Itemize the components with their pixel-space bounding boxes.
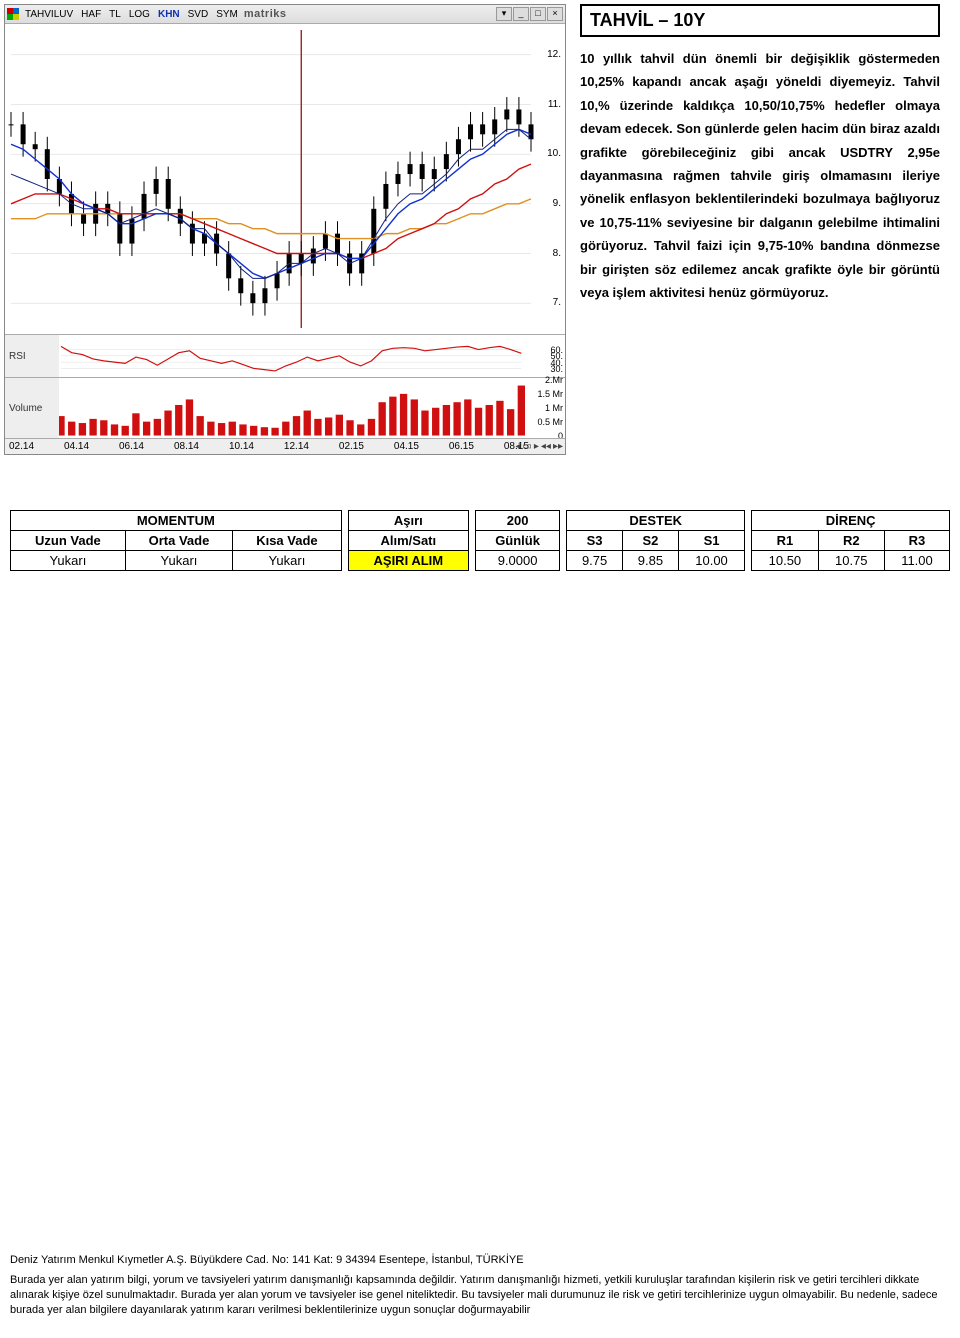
rsi-chart: 30.40.50.60.	[59, 335, 565, 377]
x-tick: 10.14	[229, 441, 254, 452]
rsi-y-labels: 30.40.50.60.	[523, 335, 563, 377]
td-kisa: Yukarı	[233, 551, 341, 571]
volume-chart: 2.Mr1.5 Mr1 Mr0.5 Mr0	[59, 378, 565, 438]
th-kisa: Kısa Vade	[233, 531, 341, 551]
th-direnc: DİRENÇ	[752, 511, 950, 531]
td-gunluk: 9.0000	[475, 551, 559, 571]
volume-row: Volume 2.Mr1.5 Mr1 Mr0.5 Mr0	[5, 377, 565, 438]
price-chart: 7.8.9.10.11.12.	[5, 24, 565, 334]
th-asiri: Aşırı	[348, 511, 468, 531]
tb-tahviluv[interactable]: TAHVILUV	[23, 9, 75, 20]
scroll-left-icon[interactable]: ◂	[515, 441, 520, 452]
analysis-title: TAHVİL – 10Y	[580, 4, 940, 37]
x-tick: 08.14	[174, 441, 199, 452]
x-tick: 12.14	[284, 441, 309, 452]
x-tick: 06.15	[449, 441, 474, 452]
td-r3: 11.00	[884, 551, 949, 571]
td-orta: Yukarı	[125, 551, 232, 571]
th-momentum: MOMENTUM	[11, 511, 342, 531]
th-destek: DESTEK	[567, 511, 745, 531]
th-r1: R1	[752, 531, 818, 551]
tb-log[interactable]: LOG	[127, 9, 152, 20]
td-s1: 10.00	[678, 551, 744, 571]
footer-disclaimer: Burada yer alan yatırım bilgi, yorum ve …	[10, 1273, 950, 1318]
x-tick: 02.15	[339, 441, 364, 452]
th-s1: S1	[678, 531, 744, 551]
th-r3: R3	[884, 531, 949, 551]
chart-body: 7.8.9.10.11.12. RSI 30.40.50.60. Volume …	[5, 24, 565, 454]
td-r2: 10.75	[818, 551, 884, 571]
chart-titlebar: TAHVILUV HAF TL LOG KHN SVD SYM matriks …	[5, 5, 565, 24]
analysis-body: 10 yıllık tahvil dün önemli bir değişikl…	[580, 47, 940, 304]
rsi-label: RSI	[5, 351, 59, 362]
td-asiri: AŞIRI ALIM	[348, 551, 468, 571]
analysis-block: TAHVİL – 10Y 10 yıllık tahvil dün önemli…	[580, 4, 940, 304]
chart-window: TAHVILUV HAF TL LOG KHN SVD SYM matriks …	[4, 4, 566, 455]
data-table: MOMENTUM Aşırı 200 DESTEK DİRENÇ Uzun Va…	[10, 510, 950, 571]
scroll-track-icon[interactable]: ▭	[522, 441, 531, 452]
close-button[interactable]: ×	[547, 7, 563, 21]
scroll-right-icon[interactable]: ▸	[534, 441, 539, 452]
brand-icon	[7, 8, 19, 20]
tb-sym[interactable]: SYM	[214, 9, 240, 20]
td-r1: 10.50	[752, 551, 818, 571]
tb-tl[interactable]: TL	[107, 9, 123, 20]
minimize-button[interactable]: _	[513, 7, 529, 21]
th-r2: R2	[818, 531, 884, 551]
x-axis: 02.14 04.14 06.14 08.14 10.14 12.14 02.15 04.15…	[5, 438, 565, 454]
footer-address: Deniz Yatırım Menkul Kıymetler A.Ş. Büyü…	[10, 1253, 950, 1268]
tb-haf[interactable]: HAF	[79, 9, 103, 20]
th-uzun: Uzun Vade	[11, 531, 126, 551]
scroll-right2-icon[interactable]: ▸▸	[553, 441, 563, 452]
th-gunluk: Günlük	[475, 531, 559, 551]
price-y-labels: 7.8.9.10.11.12.	[535, 24, 561, 334]
maximize-button[interactable]: □	[530, 7, 546, 21]
window-controls: ▾ _ □ ×	[496, 7, 563, 21]
tb-svd[interactable]: SVD	[186, 9, 211, 20]
brand-text: matriks	[244, 8, 287, 20]
x-tick: 04.15	[394, 441, 419, 452]
x-tick: 04.14	[64, 441, 89, 452]
td-uzun: Yukarı	[11, 551, 126, 571]
x-tick: 02.14	[9, 441, 34, 452]
scroll-left2-icon[interactable]: ◂◂	[541, 441, 551, 452]
th-200: 200	[475, 511, 559, 531]
th-orta: Orta Vade	[125, 531, 232, 551]
footer: Deniz Yatırım Menkul Kıymetler A.Ş. Büyü…	[10, 1253, 950, 1318]
td-s2: 9.85	[623, 551, 679, 571]
tb-khn[interactable]: KHN	[156, 9, 182, 20]
rsi-row: RSI 30.40.50.60.	[5, 334, 565, 377]
volume-y-labels: 2.Mr1.5 Mr1 Mr0.5 Mr0	[523, 378, 563, 438]
x-tick: 06.14	[119, 441, 144, 452]
dropdown-button[interactable]: ▾	[496, 7, 512, 21]
th-alimsati: Alım/Satı	[348, 531, 468, 551]
th-s2: S2	[623, 531, 679, 551]
td-s3: 9.75	[567, 551, 623, 571]
volume-label: Volume	[5, 403, 59, 414]
th-s3: S3	[567, 531, 623, 551]
